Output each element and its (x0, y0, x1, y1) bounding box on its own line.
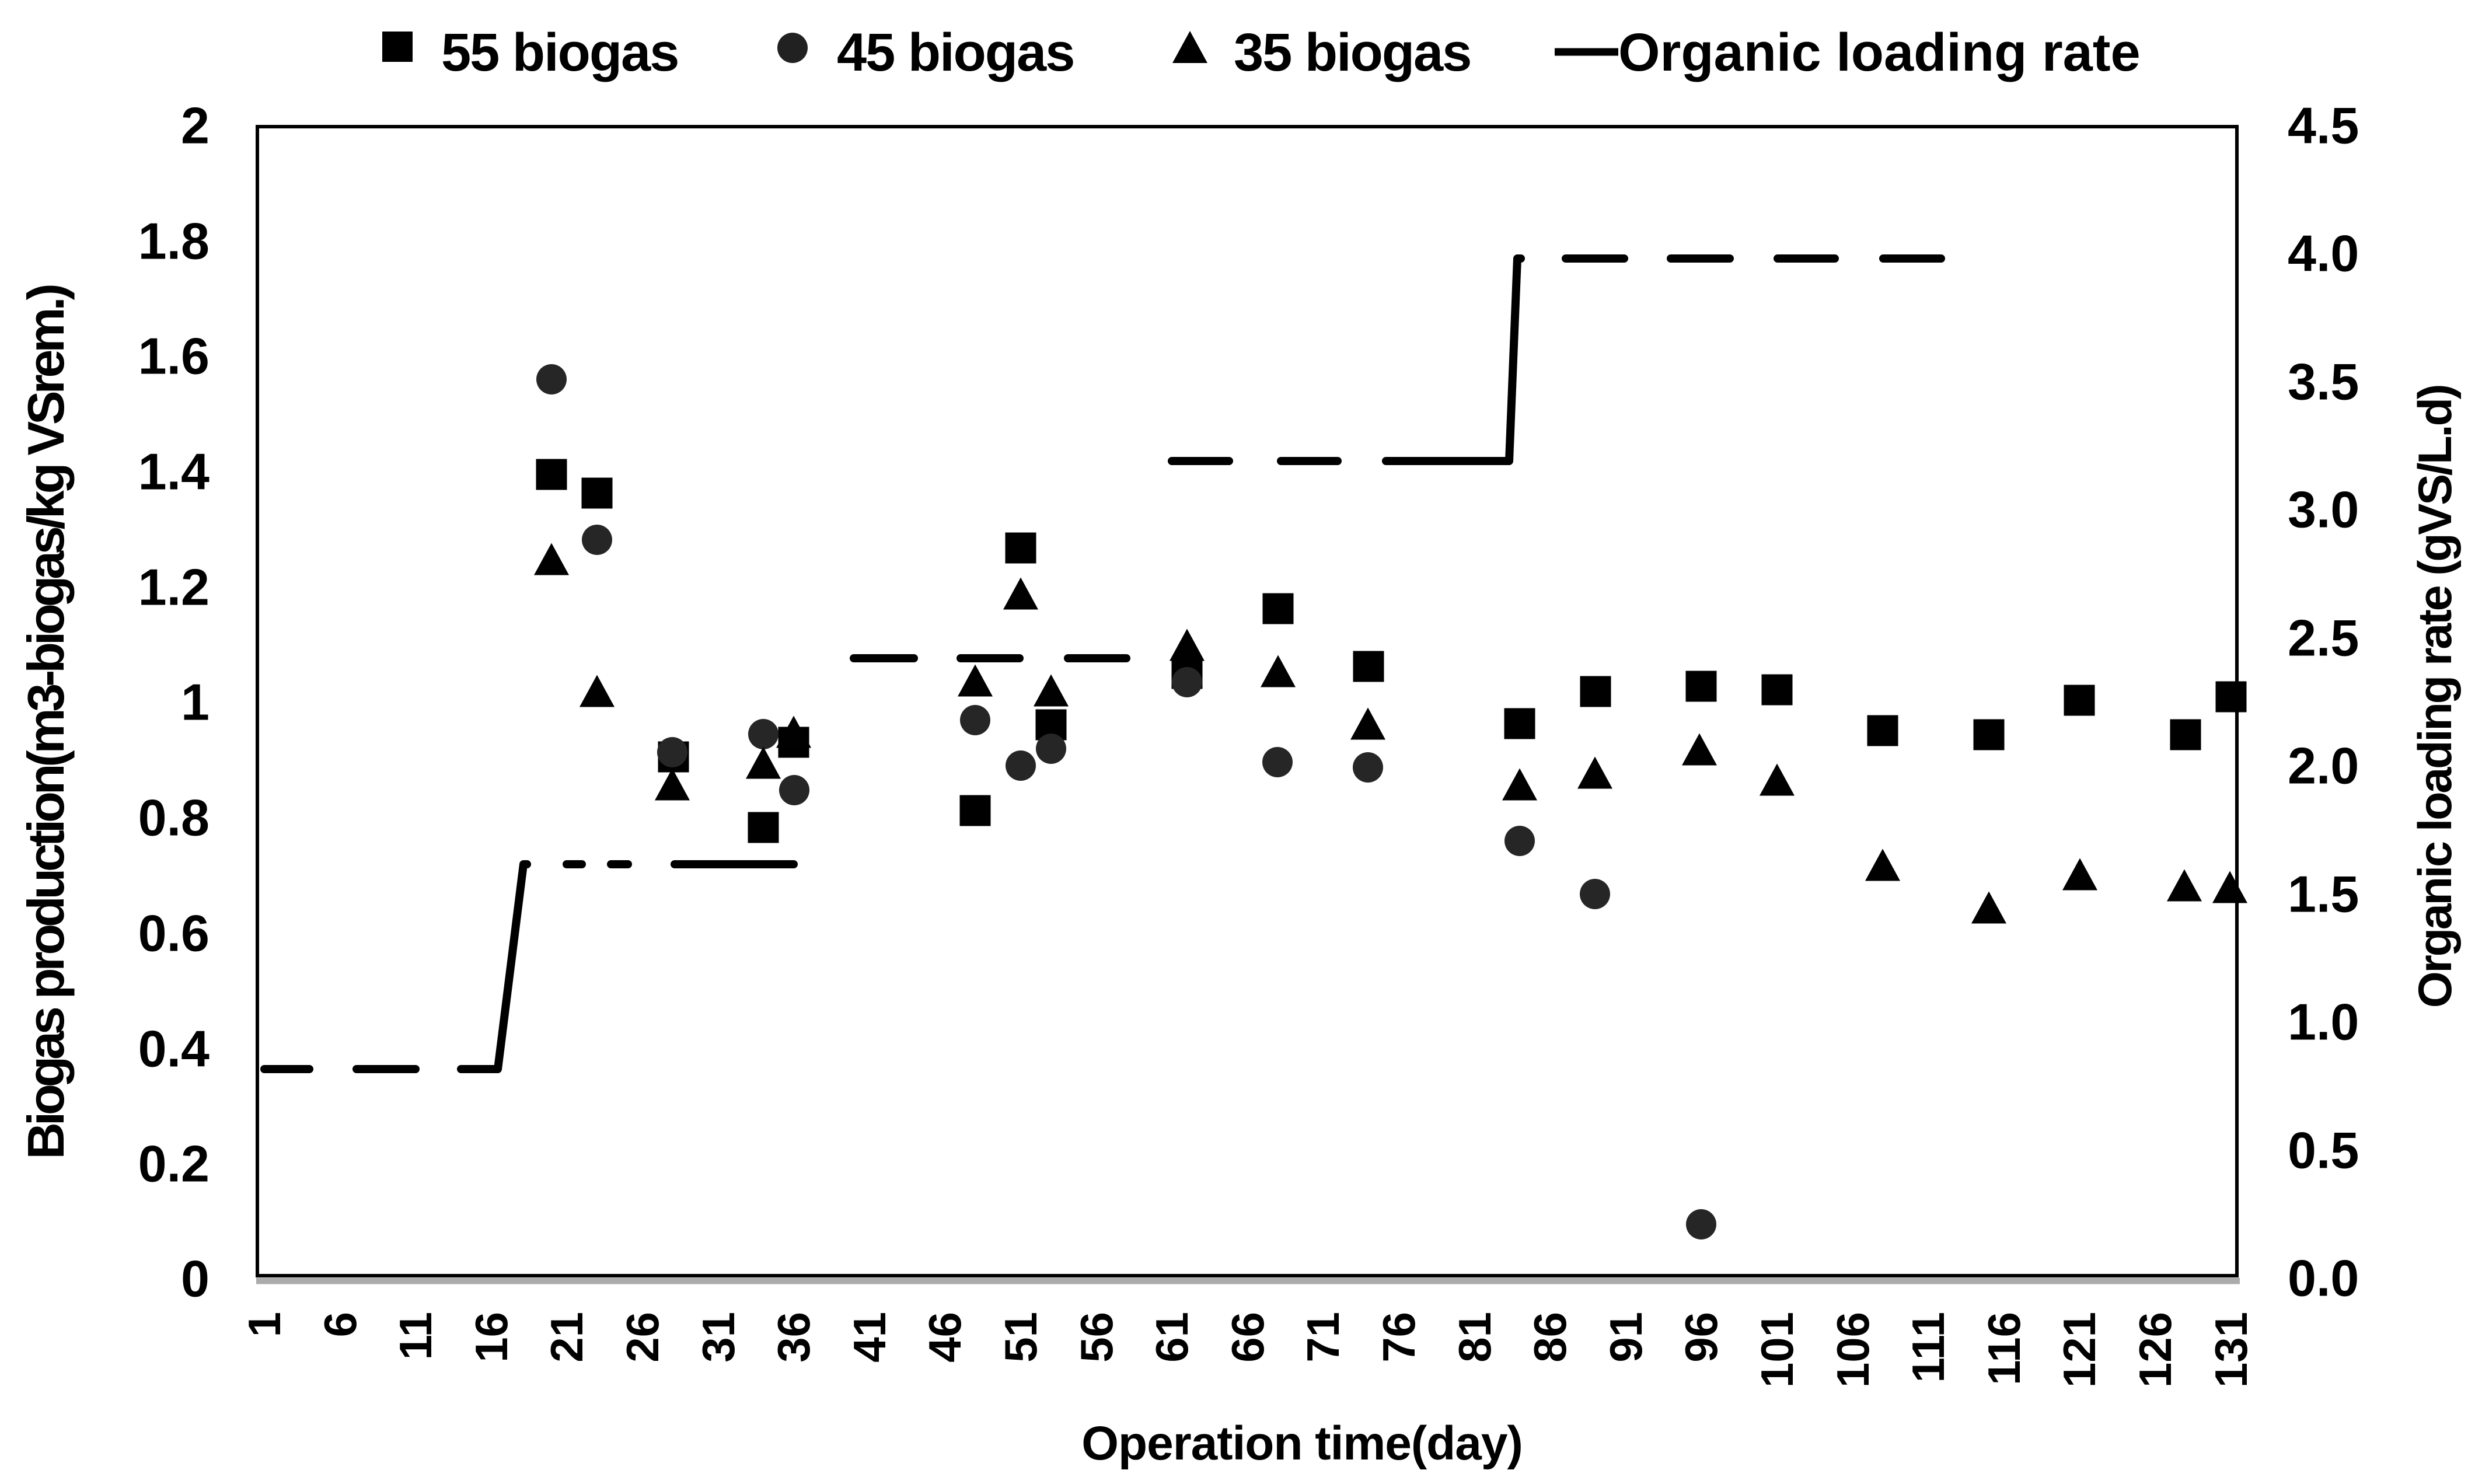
svg-text:31: 31 (693, 1312, 744, 1363)
svg-text:6: 6 (315, 1312, 366, 1337)
svg-text:76: 76 (1373, 1312, 1425, 1363)
svg-text:131: 131 (2205, 1312, 2257, 1388)
svg-text:121: 121 (2054, 1312, 2105, 1388)
svg-text:1.0: 1.0 (2288, 993, 2359, 1051)
svg-text:2.0: 2.0 (2288, 737, 2359, 795)
svg-text:1: 1 (181, 673, 210, 731)
svg-text:Organic loading rate: Organic loading rate (1618, 23, 2141, 82)
svg-text:1.2: 1.2 (138, 558, 210, 616)
svg-text:0: 0 (181, 1250, 210, 1308)
svg-text:106: 106 (1827, 1312, 1879, 1388)
svg-text:96: 96 (1675, 1312, 1727, 1363)
svg-text:45 biogas: 45 biogas (837, 23, 1074, 82)
svg-text:3.0: 3.0 (2288, 481, 2359, 539)
svg-text:0.4: 0.4 (138, 1020, 210, 1078)
svg-text:86: 86 (1524, 1312, 1576, 1363)
svg-text:1.6: 1.6 (138, 327, 210, 385)
svg-text:1: 1 (239, 1312, 290, 1337)
svg-text:Biogas production(m3-biogas/kg: Biogas production(m3-biogas/kg VSrem.) (17, 285, 75, 1159)
svg-text:36: 36 (768, 1312, 819, 1363)
svg-text:81: 81 (1449, 1312, 1500, 1363)
svg-text:4.5: 4.5 (2288, 97, 2359, 155)
svg-text:16: 16 (466, 1312, 517, 1363)
svg-text:2.5: 2.5 (2288, 609, 2359, 667)
svg-text:2: 2 (181, 97, 210, 155)
svg-text:71: 71 (1297, 1312, 1349, 1363)
svg-text:66: 66 (1222, 1312, 1273, 1363)
svg-text:35 biogas: 35 biogas (1234, 23, 1471, 82)
svg-text:11: 11 (390, 1312, 441, 1360)
svg-text:0.0: 0.0 (2288, 1249, 2359, 1307)
svg-text:Organic loading rate (gVS/L.d): Organic loading rate (gVS/L.d) (2409, 386, 2462, 1008)
svg-text:1.5: 1.5 (2288, 865, 2359, 923)
svg-text:51: 51 (995, 1312, 1046, 1363)
svg-text:61: 61 (1146, 1312, 1198, 1363)
svg-text:4.0: 4.0 (2288, 225, 2359, 282)
svg-text:126: 126 (2130, 1312, 2181, 1388)
svg-text:Operation time(day): Operation time(day) (1081, 1417, 1523, 1470)
svg-text:26: 26 (617, 1312, 668, 1363)
svg-text:101: 101 (1751, 1312, 1803, 1388)
svg-text:21: 21 (541, 1312, 592, 1363)
svg-text:0.5: 0.5 (2288, 1122, 2359, 1179)
svg-text:0.6: 0.6 (138, 905, 210, 962)
svg-text:55 biogas: 55 biogas (441, 23, 678, 82)
svg-text:56: 56 (1071, 1312, 1122, 1363)
svg-text:1.4: 1.4 (138, 443, 210, 501)
svg-text:0.2: 0.2 (138, 1135, 210, 1193)
svg-text:1.8: 1.8 (138, 212, 210, 270)
svg-text:3.5: 3.5 (2288, 353, 2359, 411)
svg-text:41: 41 (844, 1312, 895, 1363)
svg-text:91: 91 (1600, 1312, 1652, 1363)
svg-text:111: 111 (1902, 1312, 1954, 1383)
svg-text:46: 46 (919, 1312, 971, 1363)
svg-text:0.8: 0.8 (138, 789, 210, 847)
svg-text:116: 116 (1978, 1312, 2030, 1385)
